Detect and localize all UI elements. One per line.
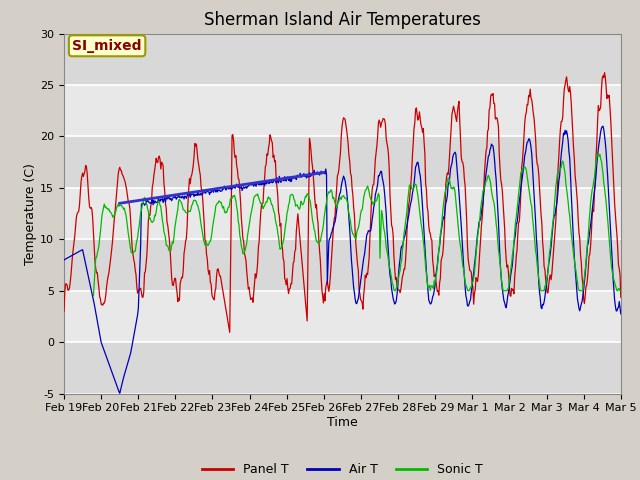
Bar <box>64 240 621 291</box>
X-axis label: Time: Time <box>327 416 358 429</box>
Bar <box>64 136 621 188</box>
Title: Sherman Island Air Temperatures: Sherman Island Air Temperatures <box>204 11 481 29</box>
Legend: Panel T, Air T, Sonic T: Panel T, Air T, Sonic T <box>196 458 488 480</box>
Bar <box>64 34 621 85</box>
Y-axis label: Temperature (C): Temperature (C) <box>24 163 37 264</box>
Bar <box>64 342 621 394</box>
Text: SI_mixed: SI_mixed <box>72 39 142 53</box>
